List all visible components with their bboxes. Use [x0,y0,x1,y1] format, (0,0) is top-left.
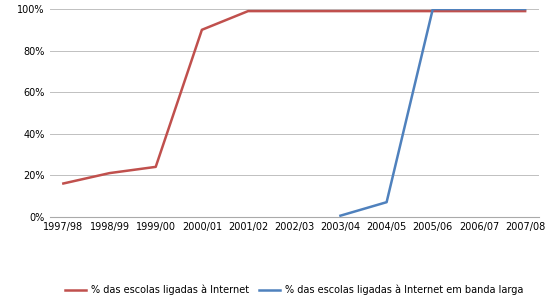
Legend: % das escolas ligadas à Internet, % das escolas ligadas à Internet em banda larg: % das escolas ligadas à Internet, % das … [61,281,527,299]
